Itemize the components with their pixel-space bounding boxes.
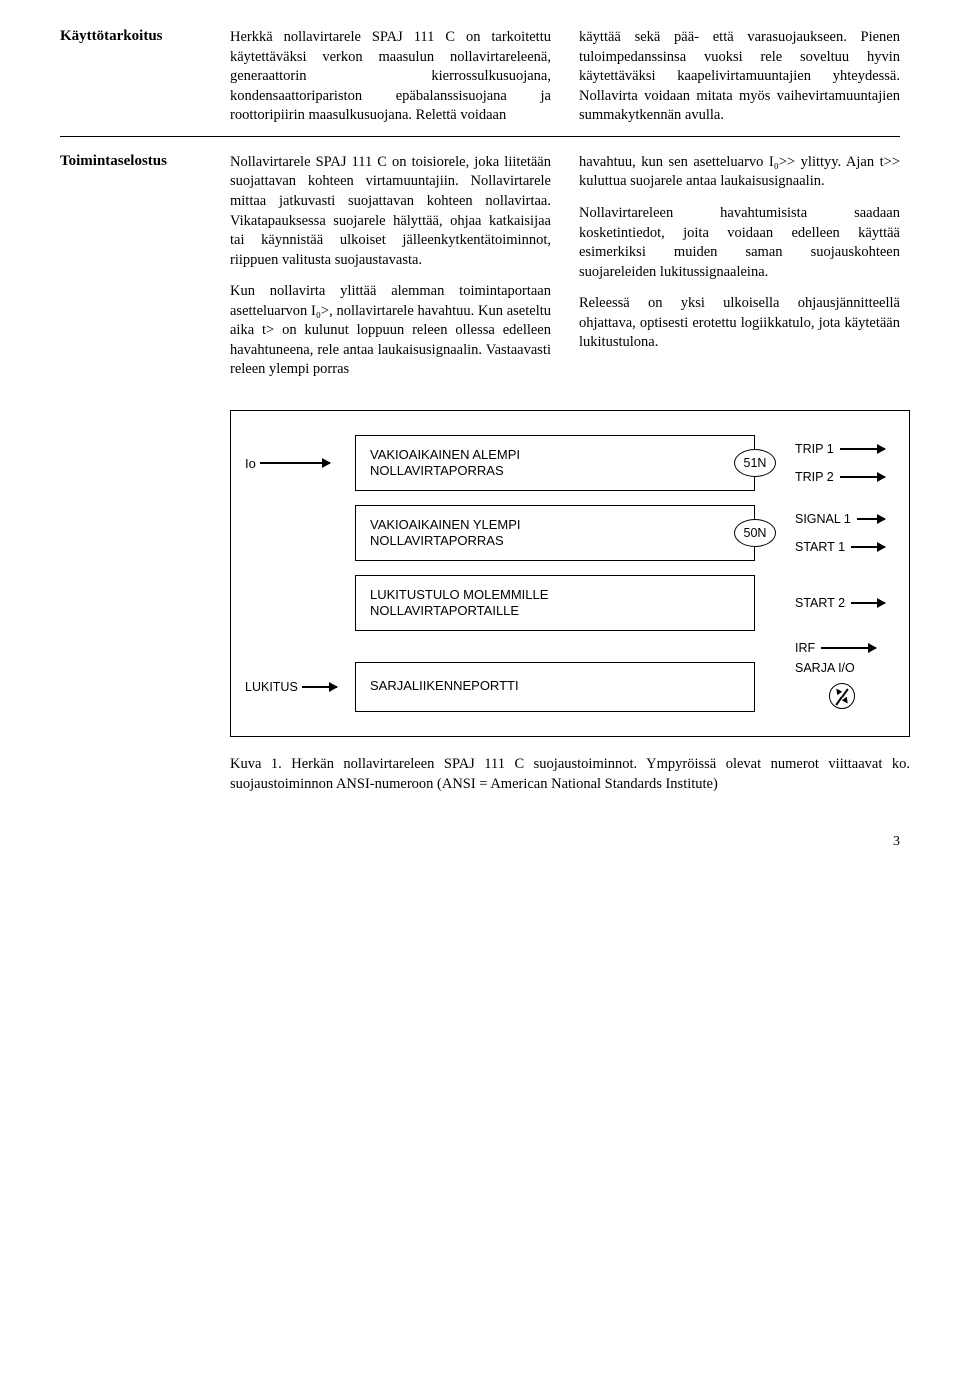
paragraph: Nollavirtarele SPAJ 111 C on toisiorele,… [230, 153, 551, 270]
diagram-row-3: LUKITUSTULO MOLEMMILLENOLLAVIRTAPORTAILL… [245, 575, 885, 631]
divider [60, 136, 900, 137]
block-label: SARJALIIKENNEPORTTI [370, 678, 519, 694]
input-io-label: Io [245, 456, 256, 471]
section2-right: havahtuu, kun sen asetteluarvo I₀>> ylit… [579, 153, 900, 380]
arrow-icon [851, 602, 885, 604]
section-toimintaselostus: Toimintaselostus Nollavirtarele SPAJ 111… [60, 153, 900, 380]
output-start1: START 1 [795, 540, 885, 554]
arrow-icon [260, 462, 330, 464]
ansi-50n: 50N [734, 519, 776, 547]
arrow-icon [851, 546, 885, 548]
output-trip2: TRIP 2 [795, 470, 885, 484]
section-kayttotarkoitus: Käyttötarkoitus Herkkä nollavirtarele SP… [60, 28, 900, 126]
section1-right: käyttää sekä pää- että varasuojaukseen. … [579, 28, 900, 126]
output-trip1: TRIP 1 [795, 442, 885, 456]
output-signal1: SIGNAL 1 [795, 512, 885, 526]
section2-left: Nollavirtarele SPAJ 111 C on toisiorele,… [230, 153, 551, 380]
ansi-51n: 51N [734, 449, 776, 477]
block-sarjaliikenne: SARJALIIKENNEPORTTI [355, 662, 755, 712]
block-ylempi: VAKIOAIKAINEN YLEMPINOLLAVIRTAPORRAS 50N [355, 505, 755, 561]
input-lukitus-label: LUKITUS [245, 680, 298, 694]
diagram-row-4: LUKITUS SARJALIIKENNEPORTTI SARJA I/O [245, 661, 885, 712]
page-number: 3 [60, 834, 900, 850]
section1-left: Herkkä nollavirtarele SPAJ 111 C on tark… [230, 28, 551, 126]
section-label: Toimintaselostus [60, 153, 200, 380]
block-diagram: Io VAKIOAIKAINEN ALEMPINOLLAVIRTAPORRAS … [230, 410, 900, 737]
arrow-icon [840, 476, 885, 478]
paragraph: havahtuu, kun sen asetteluarvo I₀>> ylit… [579, 153, 900, 192]
figure-caption: Kuva 1. Herkän nollavirtareleen SPAJ 111… [230, 755, 910, 794]
output-start2: START 2 [795, 596, 885, 610]
paragraph: Releessä on yksi ulkoisella ohjausjännit… [579, 294, 900, 353]
paragraph: Nollavirtareleen havahtumisista saadaan … [579, 204, 900, 282]
diagram-row-2: VAKIOAIKAINEN YLEMPINOLLAVIRTAPORRAS 50N… [245, 505, 885, 561]
output-sarja-io: SARJA I/O [795, 661, 885, 675]
arrow-icon [857, 518, 885, 520]
serial-io-icon [829, 683, 855, 709]
output-irf: IRF [795, 641, 885, 655]
block-lukitustulo: LUKITUSTULO MOLEMMILLENOLLAVIRTAPORTAILL… [355, 575, 755, 631]
block-label: LUKITUSTULO MOLEMMILLENOLLAVIRTAPORTAILL… [370, 587, 548, 620]
section-label: Käyttötarkoitus [60, 28, 200, 126]
arrow-icon [302, 686, 337, 688]
arrow-icon [821, 647, 876, 649]
diagram-row-1: Io VAKIOAIKAINEN ALEMPINOLLAVIRTAPORRAS … [245, 435, 885, 491]
paragraph: Kun nollavirta ylittää alemman toimintap… [230, 282, 551, 380]
diagram-row-irf: IRF [245, 641, 885, 655]
arrow-icon [840, 448, 885, 450]
block-label: VAKIOAIKAINEN YLEMPINOLLAVIRTAPORRAS [370, 517, 521, 550]
block-alempi: VAKIOAIKAINEN ALEMPINOLLAVIRTAPORRAS 51N [355, 435, 755, 491]
block-label: VAKIOAIKAINEN ALEMPINOLLAVIRTAPORRAS [370, 447, 520, 480]
